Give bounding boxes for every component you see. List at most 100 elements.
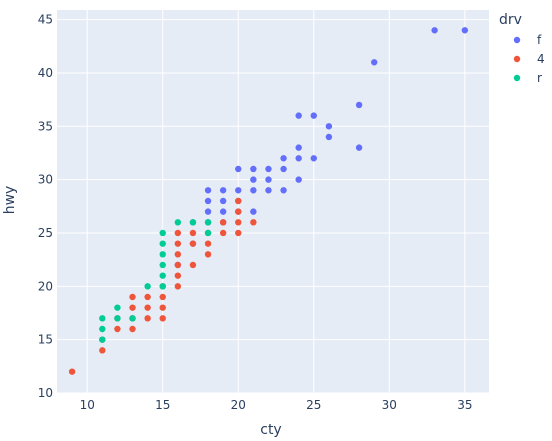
y-tick-label: 10 bbox=[38, 386, 53, 400]
legend-title: drv bbox=[499, 12, 522, 28]
data-point[interactable] bbox=[325, 123, 333, 130]
data-point[interactable] bbox=[235, 208, 242, 215]
data-point[interactable] bbox=[99, 325, 106, 333]
data-point[interactable] bbox=[235, 229, 242, 237]
data-point[interactable] bbox=[235, 197, 242, 205]
data-point[interactable] bbox=[204, 219, 212, 226]
legend-item-f[interactable]: f bbox=[513, 33, 542, 47]
data-point[interactable] bbox=[265, 165, 272, 173]
legend-item-r[interactable]: r bbox=[513, 71, 542, 85]
data-point[interactable] bbox=[204, 187, 212, 194]
data-point[interactable] bbox=[114, 315, 121, 322]
data-point[interactable] bbox=[295, 112, 302, 119]
data-point[interactable] bbox=[144, 293, 151, 301]
data-point[interactable] bbox=[250, 208, 257, 215]
data-point[interactable] bbox=[99, 336, 106, 343]
legend-marker bbox=[513, 74, 521, 82]
data-point[interactable] bbox=[219, 208, 227, 215]
data-point[interactable] bbox=[371, 59, 378, 66]
data-point[interactable] bbox=[174, 272, 182, 279]
data-point[interactable] bbox=[159, 261, 166, 269]
data-point[interactable] bbox=[159, 272, 166, 279]
data-point[interactable] bbox=[204, 197, 212, 205]
data-point[interactable] bbox=[250, 176, 257, 183]
data-point[interactable] bbox=[355, 101, 363, 109]
data-point[interactable] bbox=[250, 165, 257, 173]
legend-label: f bbox=[537, 33, 542, 47]
data-point[interactable] bbox=[250, 187, 257, 194]
data-point[interactable] bbox=[129, 304, 136, 311]
data-point[interactable] bbox=[129, 325, 136, 333]
data-point[interactable] bbox=[174, 283, 182, 290]
legend-item-4[interactable]: 4 bbox=[513, 52, 545, 66]
data-point[interactable] bbox=[295, 144, 302, 151]
data-point[interactable] bbox=[280, 165, 287, 173]
legend-label: 4 bbox=[537, 52, 545, 66]
data-point[interactable] bbox=[219, 219, 227, 226]
legend-label: r bbox=[537, 71, 542, 85]
data-point[interactable] bbox=[295, 155, 302, 162]
data-point[interactable] bbox=[159, 283, 166, 290]
data-point[interactable] bbox=[189, 261, 197, 269]
data-point[interactable] bbox=[159, 229, 166, 237]
legend[interactable]: drv f 4 r bbox=[499, 12, 545, 85]
data-point[interactable] bbox=[174, 219, 182, 226]
data-point[interactable] bbox=[265, 187, 272, 194]
data-point[interactable] bbox=[235, 219, 242, 226]
data-point[interactable] bbox=[99, 347, 106, 354]
data-point[interactable] bbox=[159, 304, 166, 311]
data-point[interactable] bbox=[189, 219, 197, 226]
data-point[interactable] bbox=[174, 261, 182, 269]
data-point[interactable] bbox=[295, 176, 302, 183]
x-tick-label: 20 bbox=[231, 398, 246, 412]
data-point[interactable] bbox=[174, 229, 182, 237]
data-point[interactable] bbox=[189, 240, 197, 247]
data-point[interactable] bbox=[99, 315, 106, 322]
data-point[interactable] bbox=[310, 112, 317, 119]
data-point[interactable] bbox=[144, 304, 151, 311]
data-point[interactable] bbox=[159, 251, 166, 258]
data-point[interactable] bbox=[235, 187, 242, 194]
data-point[interactable] bbox=[68, 368, 76, 375]
series-f bbox=[174, 27, 469, 269]
data-point[interactable] bbox=[461, 27, 469, 34]
data-point[interactable] bbox=[204, 229, 212, 237]
data-point[interactable] bbox=[235, 165, 242, 173]
data-point[interactable] bbox=[189, 229, 197, 237]
x-tick-label: 25 bbox=[306, 398, 321, 412]
x-tick-label: 10 bbox=[80, 398, 95, 412]
data-point[interactable] bbox=[204, 240, 212, 247]
data-point[interactable] bbox=[431, 27, 438, 34]
data-point[interactable] bbox=[280, 187, 287, 194]
x-tick-label: 15 bbox=[155, 398, 170, 412]
data-point[interactable] bbox=[144, 283, 151, 290]
data-point[interactable] bbox=[174, 251, 182, 258]
data-point[interactable] bbox=[129, 315, 136, 322]
data-point[interactable] bbox=[144, 315, 151, 322]
data-point[interactable] bbox=[265, 176, 272, 183]
data-point[interactable] bbox=[204, 251, 212, 258]
data-point[interactable] bbox=[204, 208, 212, 215]
data-point[interactable] bbox=[310, 155, 317, 162]
x-tick-label: 30 bbox=[382, 398, 397, 412]
data-point[interactable] bbox=[219, 187, 227, 194]
data-point[interactable] bbox=[114, 325, 121, 333]
data-point[interactable] bbox=[159, 315, 166, 322]
data-point[interactable] bbox=[174, 240, 182, 247]
data-point[interactable] bbox=[325, 133, 333, 141]
x-axis-title: cty bbox=[260, 422, 281, 438]
data-point[interactable] bbox=[280, 155, 287, 162]
data-point[interactable] bbox=[114, 304, 121, 311]
y-tick-label: 30 bbox=[38, 173, 53, 187]
series-r bbox=[99, 219, 212, 343]
data-point[interactable] bbox=[355, 144, 363, 151]
data-point[interactable] bbox=[129, 293, 136, 301]
data-point[interactable] bbox=[219, 229, 227, 237]
legend-marker bbox=[513, 55, 521, 63]
data-point[interactable] bbox=[219, 197, 227, 205]
grid-layer bbox=[57, 10, 489, 394]
data-point[interactable] bbox=[159, 240, 166, 247]
data-point[interactable] bbox=[250, 219, 257, 226]
data-point[interactable] bbox=[159, 293, 166, 301]
